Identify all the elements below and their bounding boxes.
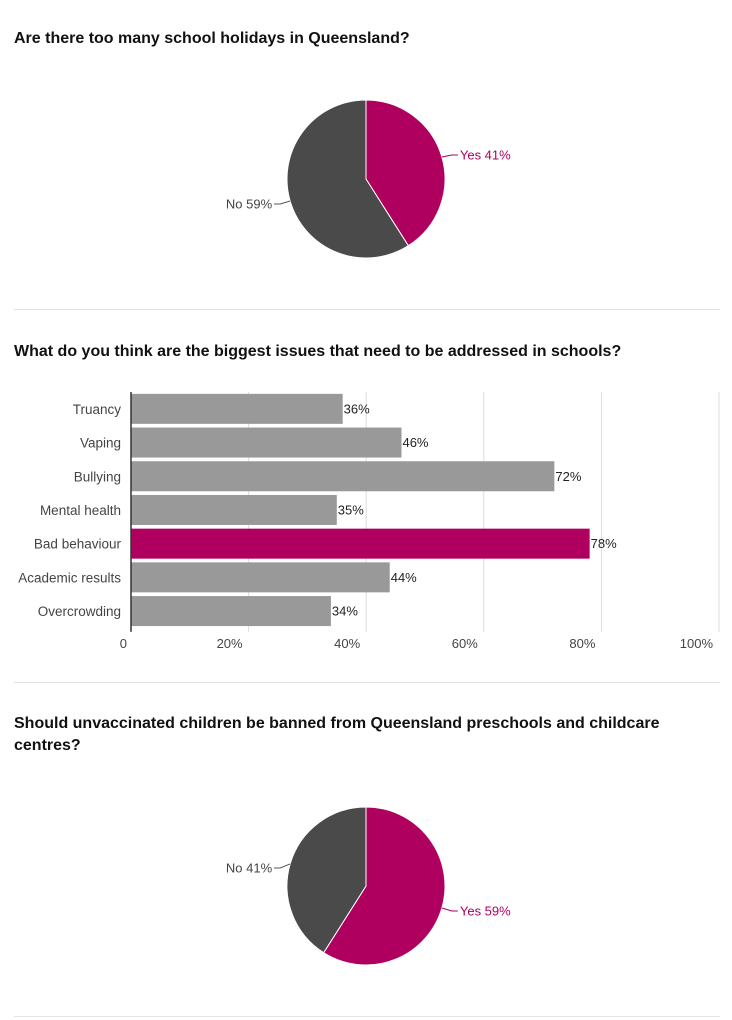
question-2-title: What do you think are the biggest issues… <box>14 343 622 360</box>
value-label: 72% <box>555 469 581 484</box>
category-label: Truancy <box>73 402 122 417</box>
pie-leader-line <box>441 907 458 912</box>
value-label: 46% <box>402 435 428 450</box>
divider <box>14 682 720 683</box>
question-3-section: Should unvaccinated children be banned f… <box>14 713 720 757</box>
question-1-title: Are there too many school holidays in Qu… <box>14 30 410 47</box>
category-label: Overcrowding <box>38 604 121 619</box>
bar-bullying <box>131 461 555 492</box>
pie-label-yes: Yes 59% <box>460 904 511 919</box>
category-label: Mental health <box>40 503 121 518</box>
value-label: 78% <box>591 536 617 551</box>
pie-label-no: No 59% <box>226 197 273 212</box>
bar-truancy <box>131 393 343 424</box>
pie-chart-vaccination: Yes 59% No 41% <box>226 806 511 966</box>
bar-academic-results <box>131 562 390 593</box>
x-tick-label: 40% <box>334 636 360 651</box>
bar-chart-issues: Truancy 36% Vaping 46% Bullying 72% Mental hea… <box>18 392 720 651</box>
category-label: Vaping <box>80 436 121 451</box>
x-tick-label: 20% <box>217 636 243 651</box>
pie-leader-line <box>274 200 291 205</box>
question-2-section: What do you think are the biggest issues… <box>14 341 720 363</box>
value-label: 44% <box>391 570 417 585</box>
bar-vaping <box>131 427 402 458</box>
category-label: Bad behaviour <box>34 537 122 552</box>
category-label: Bullying <box>74 469 121 484</box>
pie-label-no: No 41% <box>226 860 273 875</box>
bar-mental-health <box>131 494 337 525</box>
question-1-section: Are there too many school holidays in Qu… <box>14 28 720 50</box>
value-label: 34% <box>332 604 358 619</box>
question-3-title: Should unvaccinated children be banned f… <box>14 715 660 754</box>
divider <box>14 1016 720 1017</box>
bar-overcrowding <box>131 596 331 627</box>
value-label: 35% <box>338 502 364 517</box>
pie-slice-no <box>286 806 367 954</box>
x-tick-label: 100% <box>680 636 714 651</box>
divider <box>14 309 720 310</box>
pie-leader-line <box>274 863 291 869</box>
x-tick-label: 60% <box>452 636 478 651</box>
pie-leader-line <box>441 154 458 158</box>
bar-bad-behaviour <box>131 528 590 559</box>
pie-chart-holidays: Yes 41% No 59% <box>226 99 511 259</box>
pie-label-yes: Yes 41% <box>460 147 511 162</box>
category-label: Academic results <box>18 570 121 585</box>
x-tick-label: 80% <box>569 636 595 651</box>
x-tick-label: 0 <box>120 636 127 651</box>
value-label: 36% <box>344 401 370 416</box>
